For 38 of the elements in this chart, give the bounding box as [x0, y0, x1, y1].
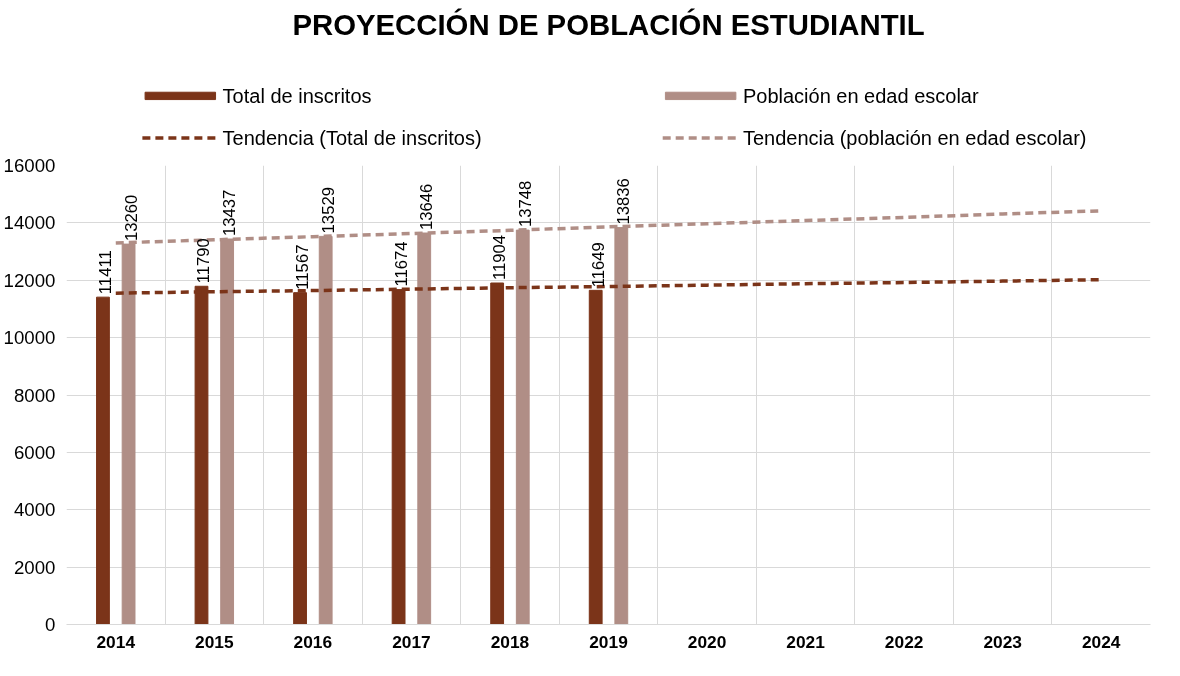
y-tick-label: 0: [45, 614, 56, 635]
x-tick-label: 2017: [392, 631, 431, 652]
x-tick-label: 2015: [195, 631, 234, 652]
data-label: 13260: [121, 194, 141, 242]
y-tick-label: 12000: [3, 269, 56, 291]
x-tick-label: 2014: [96, 631, 136, 652]
x-tick-label: 2020: [687, 631, 727, 652]
x-tick-label: 2018: [490, 631, 530, 652]
y-tick-label: 4000: [14, 499, 56, 521]
x-tick-label: 2016: [293, 631, 333, 652]
x-tick-label: 2021: [786, 631, 826, 652]
legend-label: Tendencia (Total de inscritos): [222, 126, 482, 149]
data-label: 11411: [95, 250, 115, 295]
x-tick-label: 2019: [589, 631, 628, 652]
y-tick-label: 16000: [3, 155, 56, 176]
data-label: 13437: [220, 189, 240, 237]
legend-label: Total de inscritos: [222, 84, 372, 107]
y-tick-label: 8000: [14, 384, 56, 406]
y-tick-label: 10000: [3, 327, 56, 349]
data-label: 13529: [318, 187, 338, 234]
data-label: 13646: [417, 183, 437, 231]
legend-label: Tendencia (población en edad escolar): [742, 126, 1087, 149]
data-label: 11674: [391, 241, 411, 287]
data-label: 11567: [293, 244, 313, 290]
data-label: 13836: [614, 178, 634, 225]
data-label: 11790: [194, 238, 214, 284]
x-tick-label: 2022: [884, 631, 924, 652]
y-tick-label: 2000: [14, 556, 56, 578]
legend-label: Población en edad escolar: [742, 84, 979, 107]
data-label: 11904: [490, 234, 510, 280]
data-label: 13748: [515, 180, 535, 228]
x-tick-label: 2024: [1081, 631, 1121, 652]
y-tick-label: 14000: [3, 212, 56, 234]
x-tick-label: 2023: [983, 631, 1023, 652]
bar: [96, 296, 110, 625]
y-tick-label: 6000: [14, 441, 56, 463]
chart-title: PROYECCIÓN DE POBLACIÓN ESTUDIANTIL: [292, 7, 925, 41]
data-label: 11649: [588, 242, 608, 288]
